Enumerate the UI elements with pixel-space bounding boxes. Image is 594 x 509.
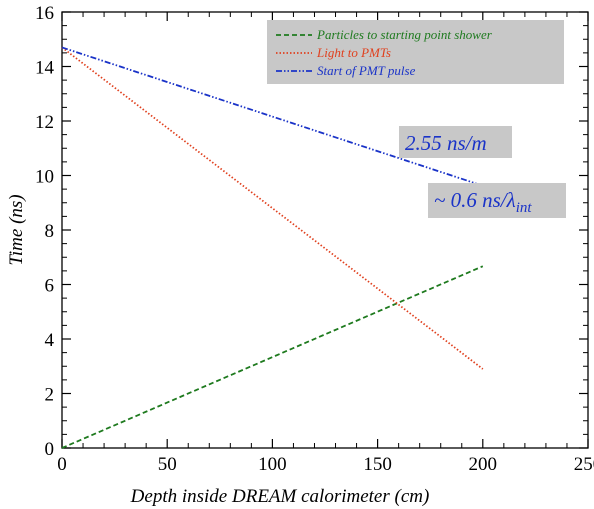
y-tick-label: 0 bbox=[45, 439, 55, 460]
annotation-lambda-text: ~ 0.6 ns/λint bbox=[434, 188, 532, 216]
y-tick-label: 12 bbox=[35, 112, 54, 133]
y-tick-label: 16 bbox=[35, 3, 54, 24]
y-tick-label: 6 bbox=[45, 276, 55, 297]
x-tick-label: 200 bbox=[469, 454, 498, 475]
series-line-2 bbox=[61, 46, 477, 185]
annotation-lambda-box bbox=[428, 183, 566, 218]
y-tick-label: 10 bbox=[35, 167, 54, 188]
x-tick-label: 100 bbox=[258, 454, 287, 475]
x-tick-labels: 0 50 100 150 200 250 bbox=[57, 454, 594, 475]
annotation-lambda-main: ~ 0.6 ns/λ bbox=[434, 188, 516, 212]
legend: Particles to starting point shower Light… bbox=[267, 20, 564, 84]
x-tick-label: 250 bbox=[574, 454, 594, 475]
annotation-slope: 2.55 ns/m bbox=[399, 126, 512, 158]
x-axis-title: Depth inside DREAM calorimeter (cm) bbox=[130, 486, 430, 507]
series-line-0 bbox=[61, 265, 484, 449]
y-axis-title: Time (ns) bbox=[6, 194, 27, 265]
y-tick-label: 14 bbox=[35, 58, 55, 79]
annotation-lambda-subscript: int bbox=[516, 200, 533, 216]
annotation-slope-box bbox=[399, 126, 512, 158]
legend-label-particles: Particles to starting point shower bbox=[316, 27, 493, 42]
x-tick-label: 50 bbox=[158, 454, 177, 475]
legend-label-light: Light to PMTs bbox=[316, 45, 391, 60]
x-tick-label: 150 bbox=[363, 454, 392, 475]
annotation-slope-text: 2.55 ns/m bbox=[405, 131, 487, 155]
y-tick-labels: 0 2 4 6 8 10 12 14 16 bbox=[35, 3, 55, 460]
y-tick-label: 2 bbox=[45, 385, 55, 406]
series-line-1 bbox=[61, 46, 484, 370]
y-tick-label: 4 bbox=[45, 330, 55, 351]
series-lines bbox=[61, 46, 484, 449]
axis-ticks bbox=[61, 11, 589, 449]
annotation-lambda: ~ 0.6 ns/λint bbox=[428, 183, 566, 218]
x-tick-label: 0 bbox=[57, 454, 67, 475]
legend-label-pmt-pulse: Start of PMT pulse bbox=[317, 63, 416, 78]
y-tick-label: 8 bbox=[45, 221, 55, 242]
legend-box bbox=[267, 20, 564, 84]
